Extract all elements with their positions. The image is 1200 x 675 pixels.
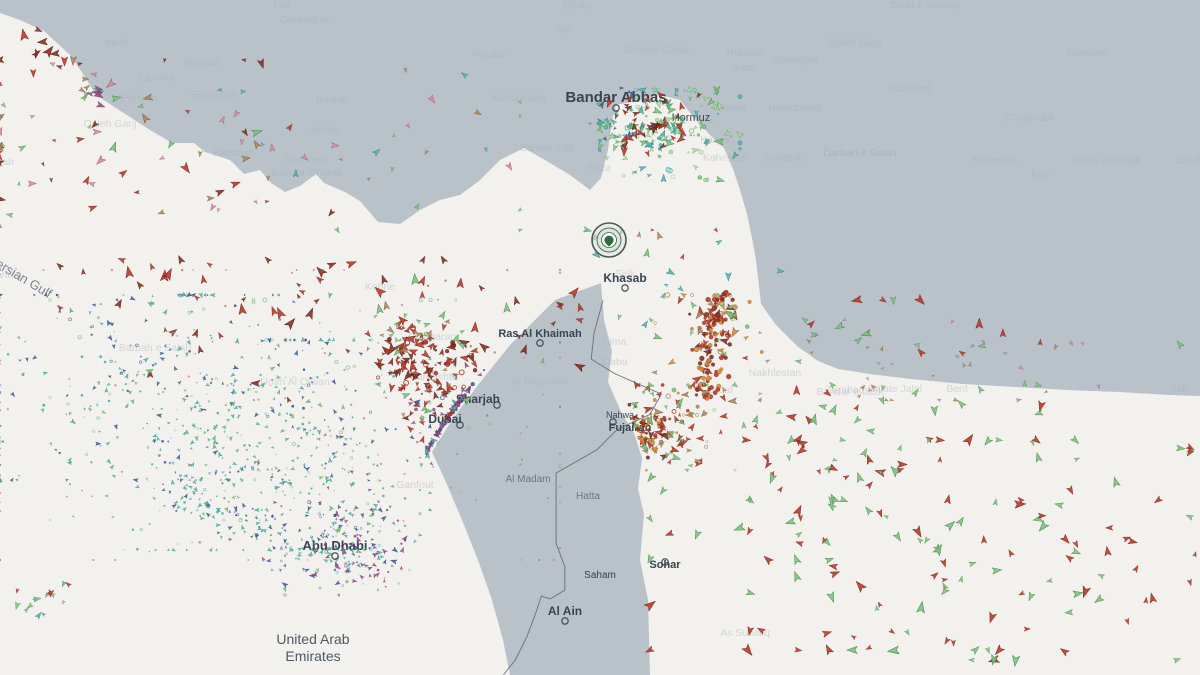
- svg-text:Hashtbandi: Hashtbandi: [768, 102, 821, 114]
- svg-text:Mehr: Mehr: [105, 37, 129, 49]
- svg-text:Emirates: Emirates: [285, 648, 340, 664]
- svg-text:Bastak: Bastak: [316, 94, 349, 106]
- svg-text:Lar: Lar: [314, 14, 330, 26]
- svg-text:Al Madam: Al Madam: [505, 474, 550, 485]
- svg-text:Al Ain: Al Ain: [548, 604, 582, 618]
- svg-text:Bandar Charak: Bandar Charak: [272, 167, 343, 179]
- svg-text:Lamerd: Lamerd: [139, 72, 175, 84]
- svg-text:Nik: Nik: [1172, 383, 1188, 395]
- svg-text:Ganfout: Ganfout: [396, 479, 433, 491]
- svg-text:Darbah e Salah: Darbah e Salah: [824, 147, 897, 159]
- svg-text:Manoojan: Manoojan: [772, 54, 818, 66]
- svg-text:Suza: Suza: [587, 162, 611, 174]
- svg-text:Chegerdak: Chegerdak: [1004, 112, 1056, 124]
- svg-text:Tazrabad: Tazrabad: [888, 82, 931, 94]
- svg-text:Daba: Daba: [602, 356, 627, 368]
- svg-text:Eshkanan: Eshkanan: [191, 89, 238, 101]
- svg-text:Chelo: Chelo: [563, 0, 591, 12]
- svg-text:Parsian: Parsian: [121, 92, 157, 104]
- svg-text:Kahnuj: Kahnuj: [0, 269, 21, 281]
- svg-text:Kahestan: Kahestan: [703, 152, 748, 164]
- svg-text:Saham: Saham: [584, 570, 616, 581]
- svg-text:Faz: Faz: [273, 0, 291, 11]
- svg-text:Bikah: Bikah: [732, 62, 758, 74]
- svg-text:Ramesha: Ramesha: [973, 154, 1018, 166]
- svg-text:Gerash: Gerash: [280, 14, 315, 26]
- svg-text:Khasab: Khasab: [603, 271, 646, 285]
- svg-text:Golmorti: Golmorti: [1067, 47, 1107, 59]
- svg-text:Bent: Bent: [946, 383, 968, 395]
- svg-text:Senderk: Senderk: [762, 152, 802, 164]
- svg-text:Daleh Ganj: Daleh Ganj: [829, 37, 882, 49]
- svg-text:Ghaleh Ghazi: Ghaleh Ghazi: [625, 44, 689, 56]
- svg-text:Nakhlestan: Nakhlestan: [749, 367, 802, 379]
- svg-text:Rupcash: Rupcash: [213, 147, 255, 159]
- svg-text:Chah Jahangir: Chah Jahangir: [1073, 154, 1142, 166]
- svg-text:Ras Al Khaimah: Ras Al Khaimah: [498, 328, 582, 340]
- svg-text:Qaleh Ganj: Qaleh Ganj: [83, 118, 136, 130]
- svg-text:Barbah e Salah: Barbah e Salah: [119, 342, 192, 354]
- svg-text:Umm Al Qiwan: Umm Al Qiwan: [260, 376, 330, 388]
- svg-text:Beyram: Beyram: [184, 57, 220, 69]
- svg-text:Roudan: Roudan: [727, 47, 764, 59]
- svg-text:Koti: Koti: [1031, 169, 1049, 181]
- svg-text:Fin: Fin: [557, 24, 572, 36]
- svg-text:Al Khasmah: Al Khasmah: [512, 376, 569, 388]
- svg-text:Lima: Lima: [604, 336, 627, 348]
- svg-text:Bandar Abbas: Bandar Abbas: [565, 89, 666, 106]
- svg-text:Ruydar: Ruydar: [472, 49, 506, 61]
- svg-text:Jonah: Jonah: [310, 124, 339, 136]
- svg-text:Bandar Laft: Bandar Laft: [520, 142, 574, 154]
- svg-text:United Arab: United Arab: [276, 631, 349, 647]
- svg-text:Zarat e Malang: Zarat e Malang: [890, 0, 961, 11]
- svg-text:Espakeh: Espakeh: [1175, 154, 1200, 166]
- svg-text:Hatta: Hatta: [576, 491, 600, 502]
